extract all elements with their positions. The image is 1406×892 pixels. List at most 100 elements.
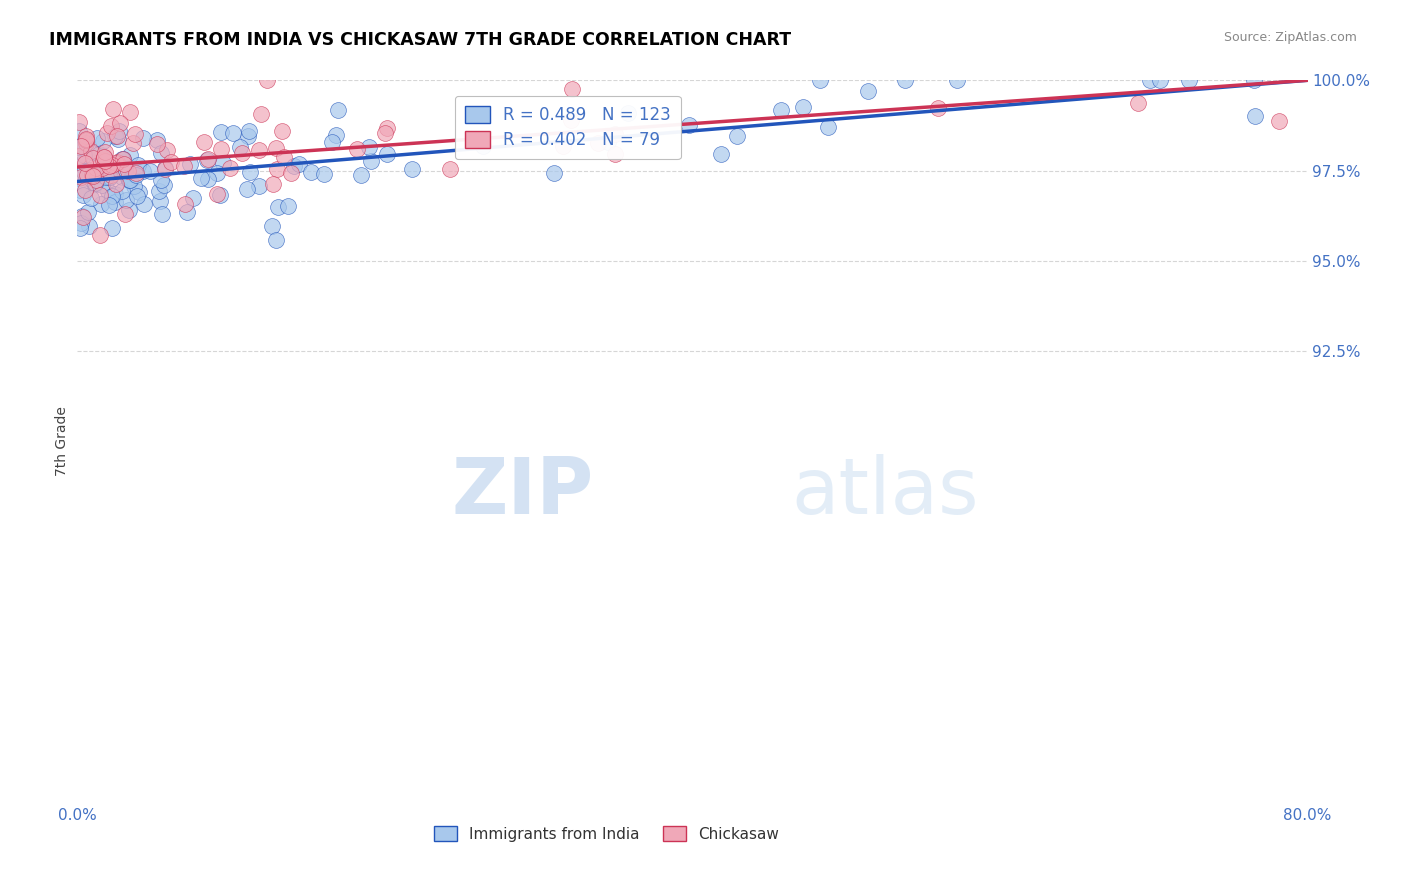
Point bbox=[110, 115, 132, 129]
Point bbox=[69, 157, 91, 171]
Point bbox=[1177, 73, 1199, 87]
Point bbox=[77, 162, 100, 177]
Point bbox=[73, 165, 96, 179]
Point bbox=[75, 132, 97, 146]
Point bbox=[75, 171, 97, 186]
Point bbox=[76, 168, 98, 182]
Point bbox=[82, 169, 104, 183]
Point bbox=[262, 177, 284, 191]
Point bbox=[72, 187, 94, 202]
Point bbox=[122, 179, 145, 194]
Point bbox=[75, 155, 97, 169]
Y-axis label: 7th Grade: 7th Grade bbox=[55, 407, 69, 476]
Point bbox=[90, 161, 112, 176]
Point bbox=[197, 172, 219, 186]
Point bbox=[197, 152, 219, 166]
Point bbox=[67, 115, 90, 129]
Point bbox=[174, 197, 197, 211]
Point bbox=[75, 136, 97, 150]
Point bbox=[93, 150, 115, 164]
Point bbox=[153, 161, 176, 176]
Point bbox=[792, 99, 814, 113]
Point bbox=[138, 164, 160, 178]
Point bbox=[104, 156, 127, 170]
Point bbox=[247, 143, 270, 157]
Point bbox=[94, 154, 117, 169]
Point bbox=[84, 161, 107, 176]
Text: IMMIGRANTS FROM INDIA VS CHICKASAW 7TH GRADE CORRELATION CHART: IMMIGRANTS FROM INDIA VS CHICKASAW 7TH G… bbox=[49, 31, 792, 49]
Point bbox=[280, 166, 302, 180]
Point bbox=[67, 149, 90, 163]
Point bbox=[250, 107, 273, 121]
Point bbox=[359, 139, 381, 153]
Point bbox=[117, 164, 139, 178]
Point bbox=[96, 126, 118, 140]
Point bbox=[84, 173, 107, 187]
Point bbox=[176, 205, 198, 219]
Point bbox=[605, 127, 627, 141]
Point bbox=[817, 120, 839, 134]
Point bbox=[299, 165, 322, 179]
Point bbox=[121, 136, 143, 150]
Point bbox=[283, 159, 305, 173]
Point bbox=[856, 84, 879, 98]
Point bbox=[107, 132, 129, 146]
Point bbox=[114, 207, 136, 221]
Point bbox=[710, 147, 733, 161]
Point bbox=[598, 135, 620, 149]
Point bbox=[264, 233, 287, 247]
Point bbox=[118, 148, 141, 162]
Point bbox=[236, 128, 259, 143]
Point bbox=[553, 139, 575, 153]
Point bbox=[273, 150, 295, 164]
Point bbox=[91, 149, 114, 163]
Point bbox=[603, 146, 626, 161]
Point bbox=[98, 160, 121, 174]
Point bbox=[127, 158, 149, 172]
Point bbox=[586, 136, 609, 150]
Point bbox=[256, 73, 278, 87]
Point bbox=[205, 186, 228, 201]
Point bbox=[236, 182, 259, 196]
Point bbox=[89, 227, 111, 242]
Point bbox=[69, 139, 91, 153]
Point bbox=[111, 169, 134, 184]
Point bbox=[288, 156, 311, 170]
Point bbox=[94, 145, 117, 160]
Point bbox=[375, 147, 398, 161]
Point bbox=[100, 169, 122, 183]
Point bbox=[321, 136, 343, 150]
Point bbox=[346, 142, 368, 156]
Point bbox=[93, 151, 115, 165]
Point bbox=[260, 219, 283, 233]
Point bbox=[101, 188, 124, 202]
Point bbox=[104, 128, 127, 143]
Point bbox=[472, 139, 495, 153]
Point bbox=[97, 162, 120, 177]
Point bbox=[125, 168, 148, 182]
Point bbox=[84, 176, 107, 190]
Point bbox=[181, 191, 204, 205]
Point bbox=[69, 216, 91, 230]
Point bbox=[67, 123, 90, 137]
Point bbox=[209, 187, 232, 202]
Point bbox=[543, 165, 565, 179]
Point bbox=[360, 154, 382, 169]
Text: Source: ZipAtlas.com: Source: ZipAtlas.com bbox=[1223, 31, 1357, 45]
Point bbox=[156, 144, 179, 158]
Point bbox=[560, 112, 582, 127]
Point bbox=[83, 178, 105, 192]
Point bbox=[112, 157, 135, 171]
Point bbox=[212, 155, 235, 169]
Point bbox=[209, 142, 232, 156]
Point bbox=[1126, 95, 1149, 110]
Point bbox=[72, 210, 94, 224]
Point bbox=[111, 152, 134, 166]
Point bbox=[231, 146, 253, 161]
Point bbox=[105, 128, 128, 143]
Point bbox=[87, 146, 110, 161]
Point bbox=[90, 168, 112, 182]
Point bbox=[98, 198, 121, 212]
Point bbox=[89, 188, 111, 202]
Point bbox=[153, 161, 176, 176]
